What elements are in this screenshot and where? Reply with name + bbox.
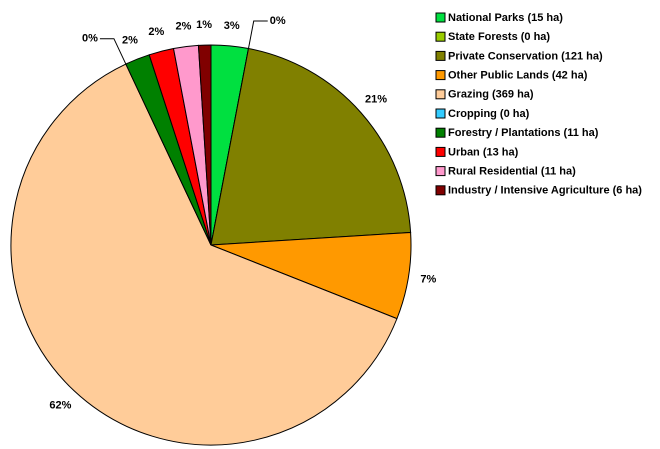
legend-swatch <box>435 12 446 23</box>
pie-slice <box>10 63 398 446</box>
data-label: 2% <box>122 34 138 46</box>
legend-label: Grazing (369 ha) <box>448 89 534 101</box>
legend-label: Industry / Intensive Agriculture (6 ha) <box>448 185 642 197</box>
legend-label: Forestry / Plantations (11 ha) <box>448 127 599 139</box>
data-label: 21% <box>365 93 387 105</box>
legend-swatch <box>435 31 446 42</box>
legend-swatch <box>435 127 446 138</box>
legend-label: Private Conservation (121 ha) <box>448 50 603 62</box>
data-label: 7% <box>420 273 436 285</box>
legend-swatch <box>435 89 446 100</box>
pie-slice <box>210 47 412 246</box>
data-label: 2% <box>175 21 191 33</box>
data-label: 1% <box>196 19 212 31</box>
legend-swatch <box>435 50 446 61</box>
legend-label: Urban (13 ha) <box>448 146 519 158</box>
data-label: 2% <box>148 26 164 38</box>
legend-label: Rural Residential (11 ha) <box>448 166 576 178</box>
legend-label: State Forests (0 ha) <box>448 31 550 43</box>
data-label: 62% <box>49 399 71 411</box>
leader-line <box>247 20 268 49</box>
data-label: 0% <box>82 33 98 45</box>
legend-label: Cropping (0 ha) <box>448 108 530 120</box>
leader-line <box>99 38 127 65</box>
data-label: 3% <box>224 20 240 32</box>
legend-swatch <box>435 166 446 177</box>
legend-label: National Parks (15 ha) <box>448 12 563 24</box>
data-label: 0% <box>270 15 286 27</box>
pie-slice <box>197 44 212 246</box>
legend-swatch <box>435 70 446 81</box>
legend-label: Other Public Lands (42 ha) <box>448 70 588 82</box>
legend-swatch <box>435 108 446 119</box>
legend-swatch <box>435 146 446 157</box>
legend-swatch <box>435 185 446 196</box>
